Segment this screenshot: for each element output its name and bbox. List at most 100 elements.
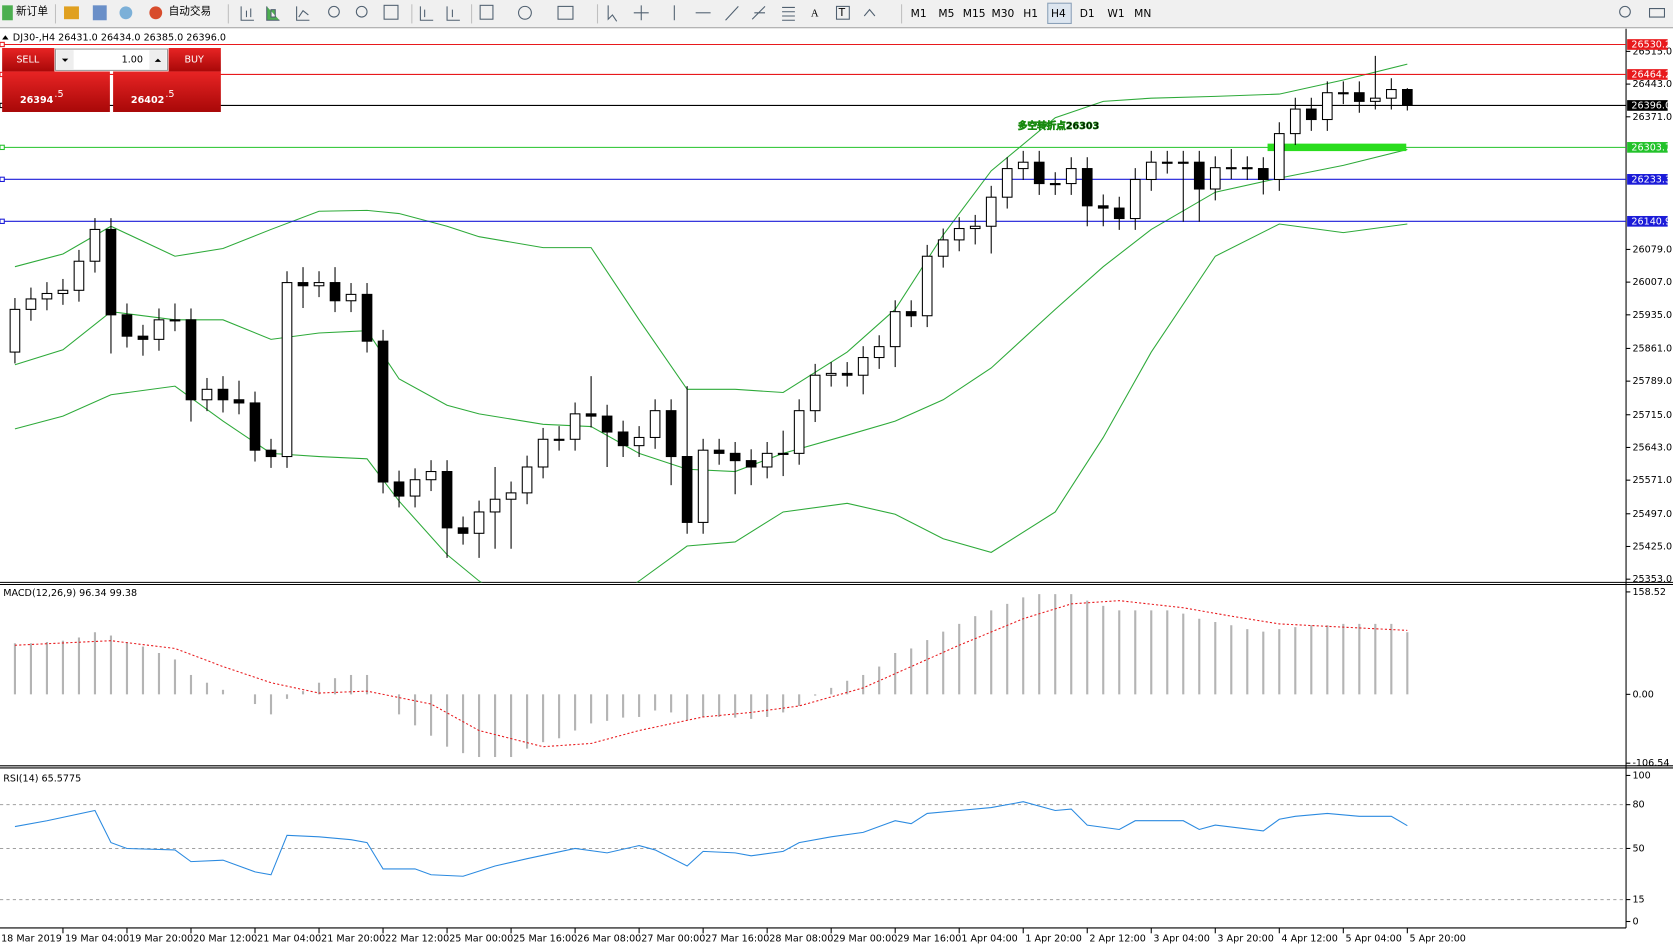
- timeframe[interactable]: MN: [1134, 7, 1151, 20]
- icon[interactable]: [863, 8, 876, 17]
- candle-body: [905, 311, 917, 317]
- chart-header: DJ30-,H4 26431.0 26434.0 26385.0 26396.0: [13, 32, 226, 43]
- icon[interactable]: [751, 6, 766, 20]
- crosshair-icon[interactable]: [633, 5, 649, 21]
- x-tick-label: 1 Apr 20:00: [1025, 934, 1081, 945]
- candle-body: [1193, 161, 1205, 190]
- icon[interactable]: [119, 6, 133, 20]
- x-tick-label: 18 Mar 2019: [1, 934, 62, 945]
- macd-panel: [13, 594, 1409, 758]
- timeframe[interactable]: M5: [938, 7, 954, 20]
- y-tick-label: 0.00: [1632, 689, 1653, 700]
- y-tick-label: 15: [1632, 895, 1644, 906]
- chat-icon[interactable]: [1648, 7, 1665, 18]
- sell-price[interactable]: 26394: [20, 95, 54, 106]
- volume-box[interactable]: [54, 48, 169, 71]
- new-order-icon[interactable]: [2, 5, 13, 21]
- candle-body: [1017, 161, 1029, 170]
- candle-body: [473, 511, 485, 534]
- candle-body: [89, 228, 101, 262]
- label-tool[interactable]: T: [838, 6, 846, 19]
- candle-body: [361, 293, 373, 342]
- candle-body: [201, 388, 213, 401]
- buy-price-box[interactable]: [113, 71, 221, 112]
- icon[interactable]: [446, 6, 460, 21]
- level-label: 26464.2: [1631, 69, 1671, 80]
- arrow: [61, 58, 69, 62]
- x-tick-label: 25 Mar 16:00: [513, 934, 577, 945]
- level-tag: [1627, 69, 1668, 80]
- sell-button[interactable]: [2, 47, 55, 72]
- candle-body: [377, 340, 389, 483]
- icon[interactable]: [518, 5, 532, 20]
- icon[interactable]: [266, 6, 280, 21]
- candle-body: [601, 415, 613, 433]
- trade-panel: SELL 1.00 BUY 26394 .5 26402 .5: [2, 47, 221, 112]
- cursor-icon[interactable]: [607, 5, 618, 22]
- candle-body: [809, 374, 821, 412]
- icon[interactable]: [835, 5, 850, 20]
- timeframe[interactable]: H1: [1023, 7, 1038, 20]
- search-icon[interactable]: [1619, 5, 1631, 18]
- buy-label[interactable]: BUY: [184, 55, 204, 66]
- candle-body: [489, 498, 501, 513]
- level-handle: [0, 144, 5, 151]
- icon[interactable]: [725, 6, 739, 21]
- sell-price-box[interactable]: [2, 71, 110, 112]
- candle-body: [297, 282, 309, 287]
- icon[interactable]: [557, 5, 574, 20]
- x-tick-label: 19 Mar 04:00: [65, 934, 129, 945]
- x-tick-label: 4 Apr 12:00: [1281, 934, 1337, 945]
- buy-price-frac[interactable]: .5: [165, 89, 174, 100]
- new-order[interactable]: 新订单: [16, 5, 48, 18]
- candle-body: [265, 449, 277, 458]
- icon[interactable]: [240, 6, 254, 21]
- level-handle: [0, 41, 5, 48]
- timeframe[interactable]: D1: [1080, 7, 1095, 20]
- candle-body: [249, 402, 261, 451]
- separators: [54, 4, 903, 24]
- icon[interactable]: [419, 6, 434, 21]
- candle-body: [1081, 168, 1093, 207]
- x-tick-label: 21 Mar 20:00: [321, 934, 385, 945]
- icon[interactable]: [64, 6, 79, 20]
- candle-body: [1209, 167, 1221, 190]
- candle-body: [697, 449, 709, 523]
- auto-trading[interactable]: 自动交易: [169, 5, 212, 18]
- icon[interactable]: [92, 5, 107, 21]
- candle-body: [1321, 92, 1333, 121]
- icon[interactable]: [355, 5, 368, 18]
- timeframe[interactable]: M1: [911, 7, 927, 20]
- icon[interactable]: [383, 4, 399, 20]
- buy-button[interactable]: [168, 47, 221, 72]
- timeframe[interactable]: H4: [1051, 7, 1066, 20]
- bollinger-lower: [14, 223, 1408, 583]
- candle-body: [665, 410, 677, 458]
- level-handle: [0, 176, 5, 183]
- candle-body: [1305, 108, 1317, 121]
- x-tick-label: 3 Apr 04:00: [1153, 934, 1209, 945]
- x-tick-label: 29 Mar 00:00: [833, 934, 897, 945]
- text-tool[interactable]: A: [811, 8, 819, 19]
- y-tick-label: 26515.0: [1632, 46, 1672, 57]
- icon[interactable]: [296, 6, 310, 21]
- candle-body: [457, 527, 469, 534]
- sell-price-frac[interactable]: .5: [54, 89, 63, 100]
- auto-trading-icon[interactable]: [149, 6, 163, 20]
- icon[interactable]: [479, 4, 494, 20]
- buy-price[interactable]: 26402: [131, 95, 164, 106]
- candle-body: [393, 481, 405, 497]
- icon[interactable]: [782, 6, 795, 21]
- timeframe[interactable]: M15: [963, 7, 986, 20]
- timeframe[interactable]: W1: [1107, 7, 1124, 20]
- icon[interactable]: [328, 5, 340, 18]
- y-tick-label: -106.54: [1632, 758, 1669, 769]
- candle-body: [281, 282, 293, 458]
- timeframe[interactable]: M30: [992, 7, 1015, 20]
- volume[interactable]: 1.00: [122, 55, 143, 66]
- level-label: 26140.9: [1631, 216, 1671, 227]
- sell-label[interactable]: SELL: [16, 55, 40, 66]
- y-tick-label: 25497.0: [1632, 509, 1672, 520]
- candle-body: [553, 438, 565, 441]
- candle-body: [1001, 168, 1013, 198]
